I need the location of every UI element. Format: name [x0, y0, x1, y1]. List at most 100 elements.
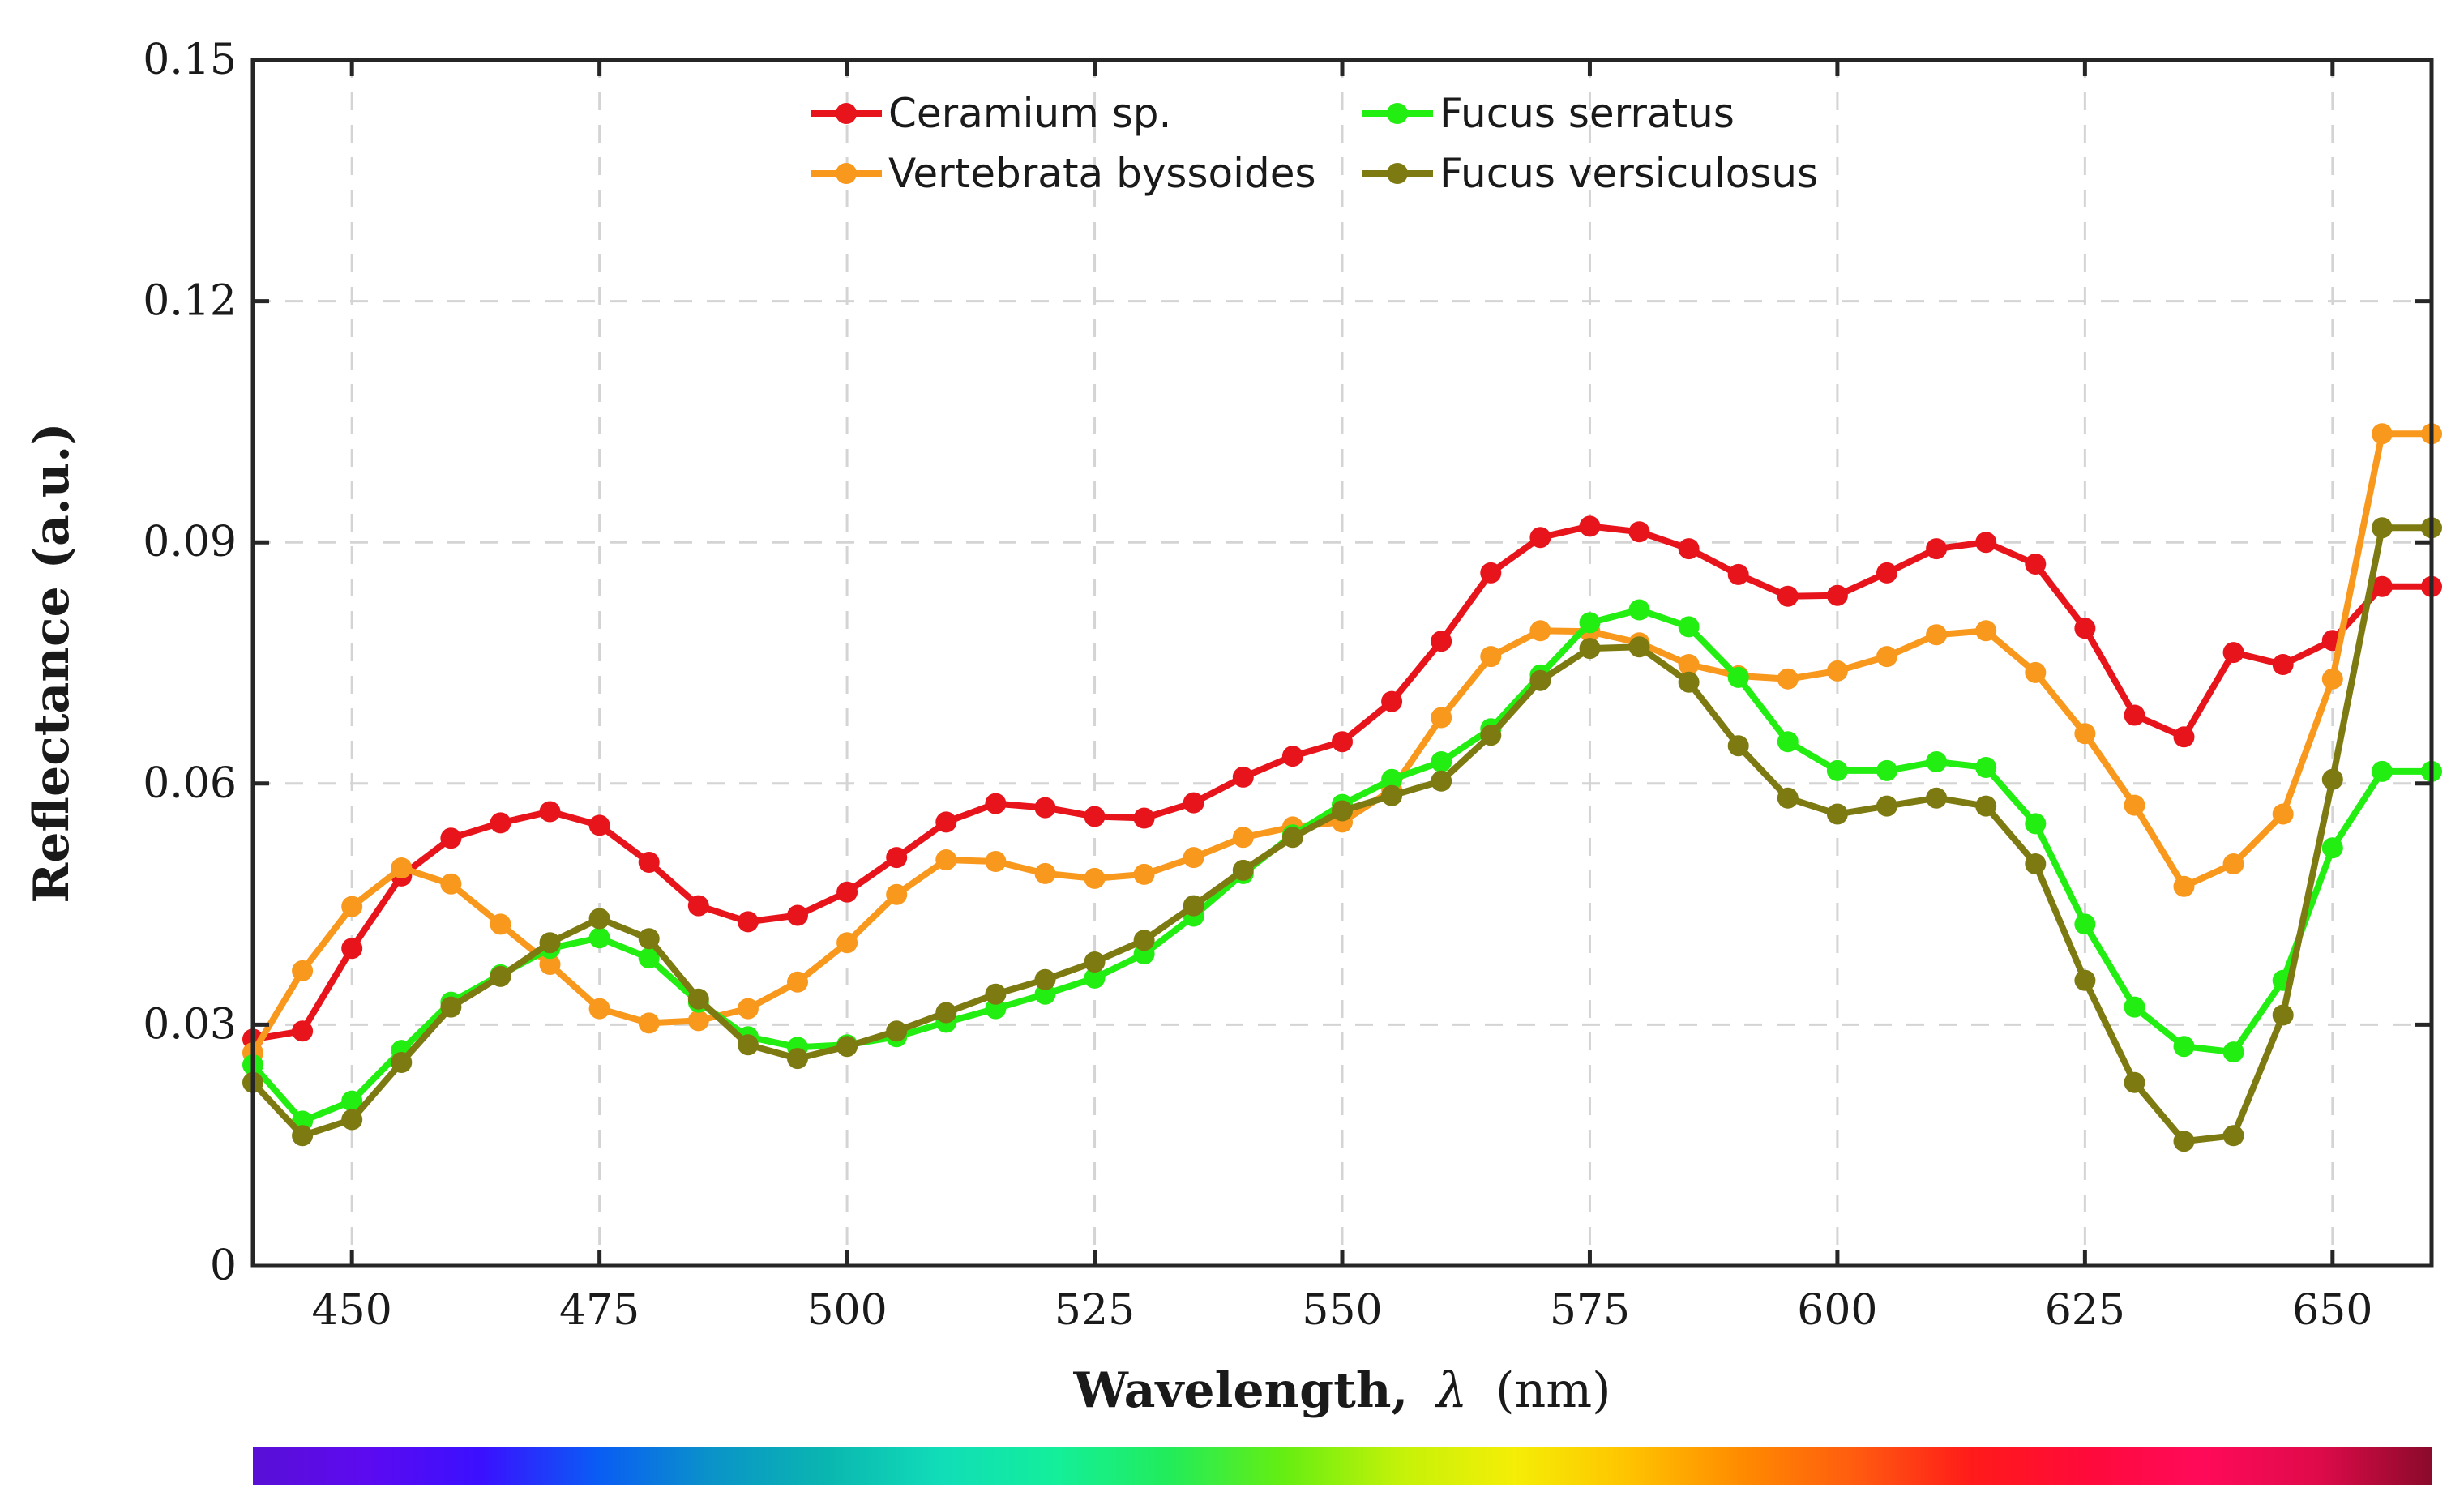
legend-label: Vertebrata byssoides [888, 150, 1316, 197]
data-point [1529, 527, 1551, 549]
data-point [341, 896, 363, 917]
data-point [2222, 1125, 2244, 1147]
y-tick-label: 0.09 [143, 518, 237, 566]
data-point [588, 998, 610, 1020]
data-point [1183, 895, 1204, 917]
data-point [1678, 671, 1700, 693]
data-point [1281, 746, 1303, 767]
data-point [935, 1002, 957, 1024]
data-point [2371, 517, 2393, 539]
data-point [1034, 797, 1056, 819]
data-point [2074, 913, 2096, 935]
data-point [391, 857, 413, 878]
x-axis-label-symbol: λ [1435, 1362, 1467, 1419]
x-tick-label: 500 [806, 1286, 887, 1335]
data-point [341, 938, 363, 960]
data-point [1628, 521, 1650, 543]
legend-label: Fucus serratus [1439, 90, 1735, 137]
data-point [985, 998, 1007, 1020]
y-tick-label: 0.15 [143, 36, 237, 84]
data-point [1133, 863, 1155, 885]
data-point [1926, 787, 1948, 809]
data-point [1678, 654, 1700, 675]
data-point [1975, 532, 1997, 554]
data-point [490, 812, 511, 834]
data-point [687, 1010, 709, 1032]
data-point [2025, 853, 2047, 874]
data-point [836, 932, 858, 954]
data-point [1034, 968, 1056, 990]
data-point [1183, 847, 1204, 869]
x-tick-label: 625 [2045, 1286, 2125, 1335]
data-point [588, 927, 610, 949]
data-point [787, 1048, 808, 1070]
data-point [1529, 669, 1551, 691]
data-point [2173, 875, 2195, 897]
data-point [1480, 725, 1502, 746]
data-point [2371, 575, 2393, 597]
data-point [1777, 731, 1799, 753]
x-tick-label: 525 [1054, 1286, 1135, 1335]
x-tick-label: 600 [1797, 1286, 1877, 1335]
x-tick-label: 475 [559, 1286, 640, 1335]
data-point [1926, 751, 1948, 772]
y-axis-label: Reflectance (a.u.) [24, 422, 80, 903]
x-axis-label-main: Wavelength, [1072, 1362, 1408, 1419]
data-point [1133, 930, 1155, 951]
data-point [1579, 638, 1601, 660]
data-point [490, 965, 511, 987]
data-point [1332, 800, 1353, 822]
data-point [1084, 967, 1106, 989]
data-point [1133, 807, 1155, 829]
data-point [2173, 1036, 2195, 1058]
data-point [1431, 770, 1452, 792]
data-point [2025, 813, 2047, 835]
data-point [2074, 969, 2096, 991]
spectrum-colorbar [253, 1447, 2432, 1485]
data-point [1826, 803, 1848, 825]
data-point [539, 932, 561, 954]
data-point [836, 881, 858, 903]
legend-label: Fucus versiculosus [1439, 150, 1818, 197]
data-point [2272, 1004, 2294, 1026]
data-point [1431, 707, 1452, 729]
data-point [1579, 515, 1601, 537]
x-tick-label: 650 [2292, 1286, 2372, 1335]
data-point [836, 1036, 858, 1058]
data-point [2371, 760, 2393, 782]
x-tick-label: 450 [312, 1286, 392, 1335]
data-point [1084, 951, 1106, 973]
legend-item: Vertebrata byssoides [811, 150, 1316, 197]
data-point [985, 851, 1007, 872]
data-point [1876, 646, 1897, 668]
data-point [2321, 668, 2343, 690]
data-point [1975, 620, 1997, 642]
data-point [1281, 827, 1303, 849]
data-point [687, 895, 709, 917]
data-point [1183, 792, 1204, 814]
legend-item: Ceramium sp. [811, 90, 1171, 137]
x-tick-label: 575 [1550, 1286, 1630, 1335]
data-point [2371, 423, 2393, 445]
data-point [2321, 768, 2343, 790]
x-axis-label-unit: (nm) [1495, 1362, 1611, 1419]
data-point [638, 1012, 660, 1034]
data-point [1678, 616, 1700, 638]
data-point [737, 1034, 759, 1056]
data-point [886, 1020, 908, 1042]
data-point [1727, 563, 1749, 585]
data-point [1975, 795, 1997, 817]
data-point [1777, 668, 1799, 690]
x-tick-label: 550 [1302, 1286, 1382, 1335]
data-point [1332, 731, 1353, 753]
y-tick-label: 0.12 [143, 277, 237, 326]
data-point [391, 1052, 413, 1073]
data-point [2124, 996, 2145, 1018]
data-point [341, 1090, 363, 1112]
data-point [1926, 624, 1948, 646]
data-point [638, 852, 660, 873]
data-point [2025, 661, 2047, 683]
legend-swatch-marker [1387, 103, 1408, 124]
data-point [1579, 612, 1601, 634]
